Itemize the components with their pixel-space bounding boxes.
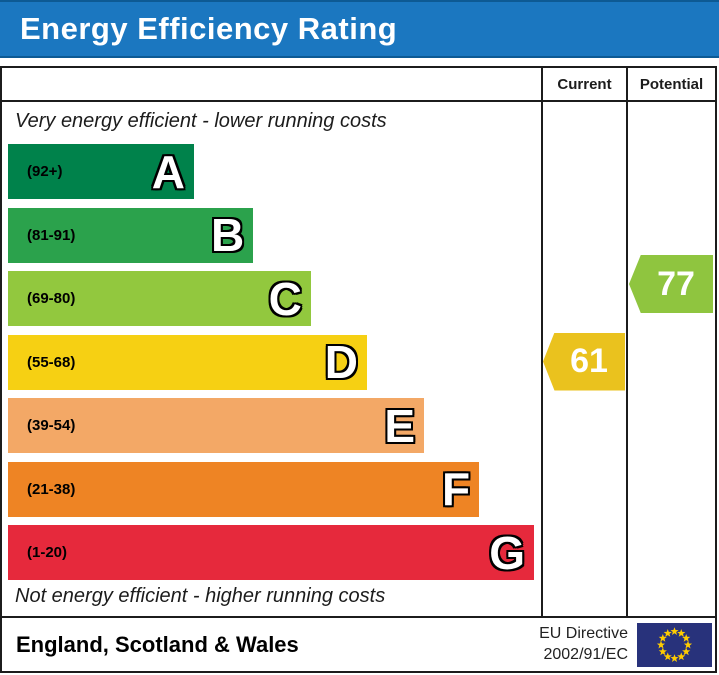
eu-flag-star: [683, 640, 693, 648]
potential-column-header: Potential: [639, 75, 704, 93]
band-range-label: (92+): [27, 163, 63, 180]
band-letter: G: [489, 526, 526, 579]
header-spacer-cell: [2, 68, 541, 100]
bands-area: Very energy efficient - lower running co…: [2, 102, 541, 616]
eu-directive-label: EU Directive 2002/91/EC: [539, 624, 628, 666]
eu-flag-star: [658, 633, 667, 642]
eu-flag-star: [656, 640, 666, 648]
band-A: (92+) A: [8, 144, 194, 199]
eu-flag-star: [663, 628, 672, 637]
band-letter: B: [211, 209, 245, 261]
eu-flag-star: [658, 646, 667, 655]
eu-flag-star: [677, 628, 686, 637]
current-rating-arrow: 61: [543, 332, 625, 391]
current-column-header-cell: Current: [541, 68, 626, 100]
band-letter: A: [151, 145, 185, 198]
band-G: (1-20) G: [8, 525, 535, 580]
page-title: Energy Efficiency Rating: [20, 11, 398, 46]
eu-flag-icon: [637, 622, 712, 667]
band-F: (21-38) F: [8, 461, 480, 517]
band-range-label: (1-20): [27, 544, 68, 561]
eu-flag-star: [677, 651, 686, 660]
band-range-label: (81-91): [27, 226, 76, 244]
band-E: (39-54) E: [8, 398, 425, 453]
rating-table: Current Potential Very energy efficient …: [0, 66, 717, 673]
region-label: England, Scotland & Wales: [16, 631, 299, 657]
potential-rating-arrow: 77: [629, 255, 713, 313]
band-B: (81-91) B: [8, 207, 254, 263]
potential-column-header-cell: Potential: [626, 68, 715, 100]
band-range-label: (69-80): [27, 290, 76, 307]
eu-directive-line2: 2002/91/EC: [543, 645, 628, 663]
footer-row: England, Scotland & Wales EU Directive 2…: [2, 618, 715, 671]
band-range-label: (39-54): [27, 417, 76, 434]
band-range-label: (55-68): [27, 353, 76, 371]
band-range-label: (21-38): [27, 480, 76, 498]
band-D: (55-68) D: [8, 334, 367, 390]
eu-flag-star: [682, 646, 691, 655]
band-letter: F: [441, 463, 471, 515]
eu-flag-star: [682, 633, 691, 642]
band-letter: C: [268, 272, 302, 325]
caption-bottom: Not energy efficient - higher running co…: [15, 585, 386, 607]
caption-top: Very energy efficient - lower running co…: [15, 110, 387, 132]
band-letter: E: [384, 399, 416, 452]
band-letter: D: [324, 336, 358, 388]
potential-value-column: 77: [626, 102, 715, 616]
title-bar: Energy Efficiency Rating: [0, 0, 719, 58]
header-row: Current Potential: [2, 68, 715, 102]
eu-directive-line1: EU Directive: [539, 624, 628, 642]
current-value-column: 61: [541, 102, 626, 616]
eu-directive-group: EU Directive 2002/91/EC: [539, 622, 712, 667]
current-column-header: Current: [557, 75, 612, 93]
eu-flag-star: [670, 626, 679, 635]
band-C: (69-80) C: [8, 271, 311, 326]
eu-flag-star: [670, 653, 679, 662]
eu-flag-star: [663, 651, 672, 660]
chart-row: Very energy efficient - lower running co…: [2, 102, 715, 618]
